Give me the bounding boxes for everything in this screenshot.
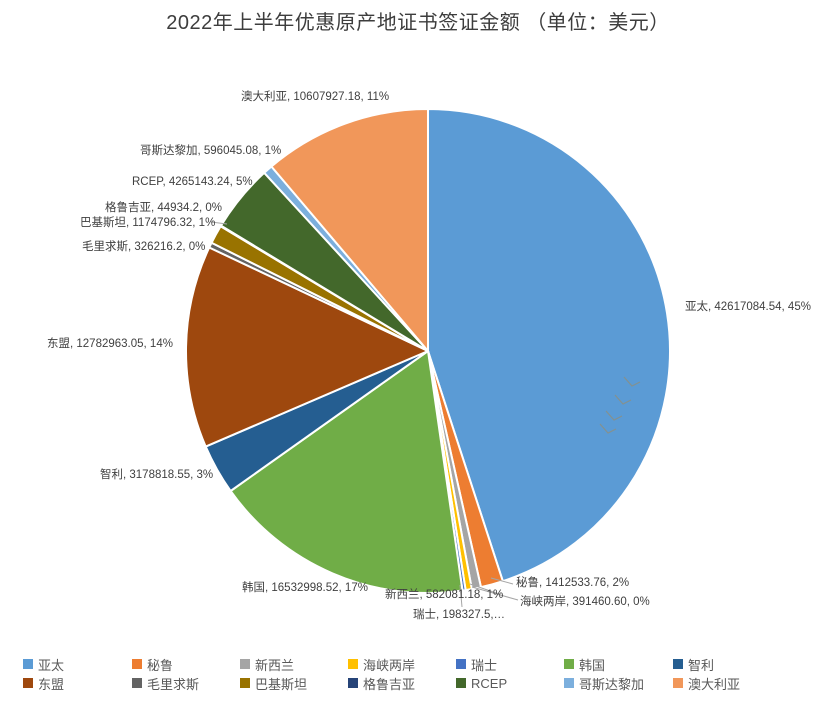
legend-item-澳大利亚: 澳大利亚 — [673, 676, 741, 692]
legend-item-东盟: 东盟 — [23, 676, 65, 692]
legend-item-格鲁吉亚: 格鲁吉亚 — [348, 676, 416, 692]
legend-color-swatch — [240, 678, 250, 688]
leader-line-新西兰 — [469, 583, 500, 595]
legend-item-RCEP: RCEP — [456, 675, 508, 691]
legend-color-swatch — [23, 659, 33, 669]
legend-item-瑞士: 瑞士 — [456, 657, 498, 673]
pie-slice-东盟 — [185, 246, 429, 448]
watermark-artifact-mark — [614, 394, 632, 405]
legend-label: 海峡两岸 — [363, 657, 416, 673]
legend-item-巴基斯坦: 巴基斯坦 — [240, 676, 308, 692]
legend-label: 毛里求斯 — [147, 676, 200, 692]
pie-slice-澳大利亚 — [270, 108, 429, 352]
legend-color-swatch — [673, 659, 683, 669]
pie-slice-韩国 — [229, 350, 464, 594]
legend-color-swatch — [673, 678, 683, 688]
slice-label-毛里求斯: 毛里求斯, 326216.2, 0% — [82, 241, 206, 253]
legend-item-亚太: 亚太 — [23, 657, 65, 673]
leader-line-巴基斯坦 — [210, 221, 228, 225]
legend-color-swatch — [564, 678, 574, 688]
legend-label: 秘鲁 — [147, 657, 174, 673]
legend-item-秘鲁: 秘鲁 — [132, 657, 174, 673]
legend-color-swatch — [132, 678, 142, 688]
legend-label: 瑞士 — [471, 657, 498, 673]
legend-color-swatch — [564, 659, 574, 669]
legend-color-swatch — [132, 659, 142, 669]
legend-label: 韩国 — [579, 657, 606, 673]
legend-color-swatch — [456, 678, 466, 688]
slice-label-哥斯达黎加: 哥斯达黎加, 596045.08, 1% — [140, 145, 282, 157]
slice-label-澳大利亚: 澳大利亚, 10607927.18, 11% — [241, 91, 390, 103]
leader-line-瑞士 — [459, 584, 463, 608]
legend-item-毛里求斯: 毛里求斯 — [132, 676, 200, 692]
slice-label-海峡两岸: 海峡两岸, 391460.60, 0% — [520, 596, 650, 608]
legend-label: 亚太 — [38, 657, 65, 673]
slice-label-RCEP: RCEP, 4265143.24, 5% — [132, 176, 253, 188]
watermark-artifact-mark — [623, 376, 641, 387]
legend-item-智利: 智利 — [673, 657, 715, 673]
legend-color-swatch — [456, 659, 466, 669]
slice-label-瑞士: 瑞士, 198327.5,… — [413, 609, 506, 621]
legend-color-swatch — [348, 659, 358, 669]
legend-color-swatch — [348, 678, 358, 688]
pie-slice-亚太 — [427, 108, 671, 583]
legend-color-swatch — [240, 659, 250, 669]
legend-label: RCEP — [471, 675, 508, 691]
legend-label: 哥斯达黎加 — [579, 676, 645, 692]
legend-color-swatch — [23, 678, 33, 688]
slice-label-秘鲁: 秘鲁, 1412533.76, 2% — [516, 577, 630, 589]
leader-line-秘鲁 — [490, 577, 514, 585]
legend-label: 东盟 — [38, 676, 65, 692]
chart-title: 2022年上半年优惠原产地证书签证金额 （单位：美元） — [166, 12, 670, 34]
legend-label: 格鲁吉亚 — [363, 676, 416, 692]
legend-item-哥斯达黎加: 哥斯达黎加 — [564, 676, 645, 692]
legend-item-韩国: 韩国 — [564, 657, 606, 673]
legend-item-海峡两岸: 海峡两岸 — [348, 657, 416, 673]
slice-label-巴基斯坦: 巴基斯坦, 1174796.32, 1% — [80, 217, 216, 229]
legend-label: 澳大利亚 — [688, 676, 741, 692]
slice-label-韩国: 韩国, 16532998.52, 17% — [242, 582, 368, 594]
slice-label-亚太: 亚太, 42617084.54, 45% — [685, 301, 811, 313]
legend-label: 智利 — [688, 657, 715, 673]
leader-line-海峡两岸 — [471, 586, 519, 601]
watermark-artifact-mark — [599, 423, 617, 434]
legend-item-新西兰: 新西兰 — [240, 657, 295, 673]
legend-label: 巴基斯坦 — [255, 676, 308, 692]
slice-label-新西兰: 新西兰, 582081.18, 1% — [385, 589, 504, 601]
slice-label-智利: 智利, 3178818.55, 3% — [100, 469, 214, 481]
slice-label-东盟: 东盟, 12782963.05, 14% — [47, 338, 173, 350]
legend-label: 新西兰 — [255, 657, 295, 673]
slice-label-格鲁吉亚: 格鲁吉亚, 44934.2, 0% — [105, 202, 222, 214]
watermark-artifact-mark — [605, 410, 623, 421]
